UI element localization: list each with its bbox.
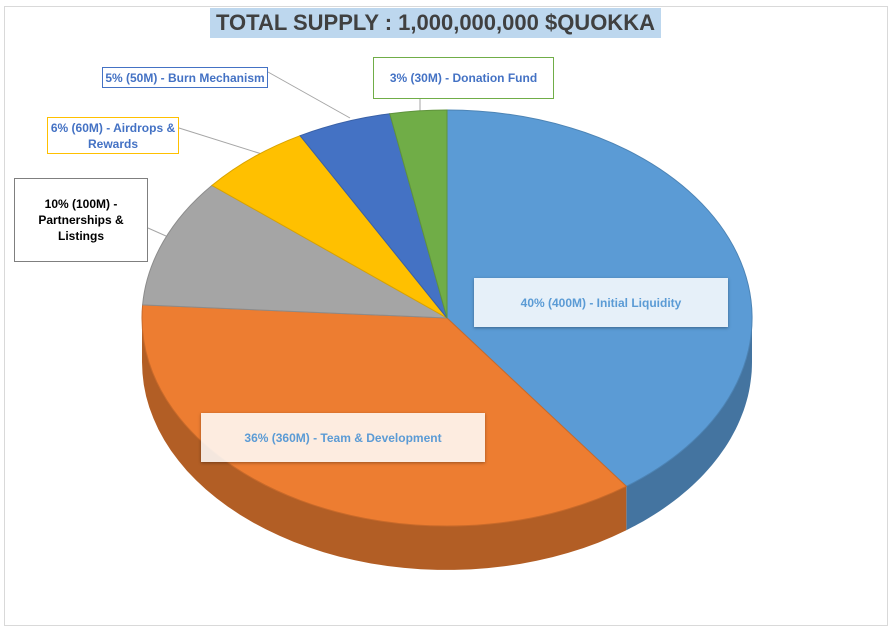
slice-side-1 — [142, 318, 627, 570]
chart-title: TOTAL SUPPLY : 1,000,000,000 $QUOKKA — [210, 8, 661, 38]
slice-side-0 — [626, 318, 752, 531]
slice-label-burn-mechanism: 5% (50M) - Burn Mechanism — [102, 67, 268, 88]
slice-label-team-development: 36% (360M) - Team & Development — [201, 413, 485, 462]
slice-label-airdrops-rewards: 6% (60M) - Airdrops & Rewards — [47, 117, 179, 154]
leader-line-1 — [178, 127, 266, 156]
leader-line-2 — [267, 71, 351, 119]
slice-label-donation-fund: 3% (30M) - Donation Fund — [373, 57, 554, 99]
slice-2 — [142, 184, 448, 319]
slice-label-partnerships-listings: 10% (100M) - Partnerships & Listings — [14, 178, 148, 262]
slice-label-initial-liquidity: 40% (400M) - Initial Liquidity — [474, 278, 728, 327]
slice-5 — [389, 109, 448, 319]
